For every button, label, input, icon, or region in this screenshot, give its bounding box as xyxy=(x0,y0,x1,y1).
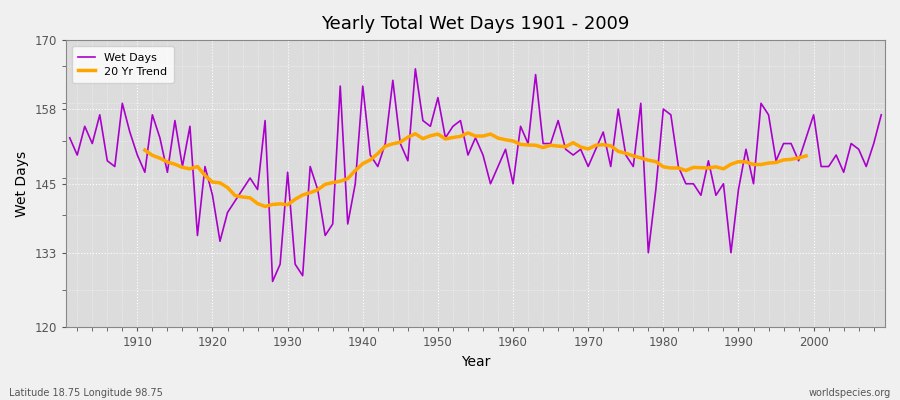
20 Yr Trend xyxy=(402,135,413,140)
20 Yr Trend xyxy=(283,202,293,207)
Wet Days xyxy=(876,112,886,117)
Wet Days xyxy=(515,124,526,129)
Legend: Wet Days, 20 Yr Trend: Wet Days, 20 Yr Trend xyxy=(71,46,174,83)
Wet Days xyxy=(523,141,534,146)
20 Yr Trend xyxy=(140,148,150,152)
Text: Latitude 18.75 Longitude 98.75: Latitude 18.75 Longitude 98.75 xyxy=(9,388,163,398)
Wet Days xyxy=(410,66,421,71)
Wet Days xyxy=(613,107,624,112)
20 Yr Trend xyxy=(260,204,271,209)
X-axis label: Year: Year xyxy=(461,355,491,369)
Line: 20 Yr Trend: 20 Yr Trend xyxy=(145,133,806,206)
Wet Days xyxy=(342,222,353,226)
20 Yr Trend xyxy=(207,180,218,184)
Wet Days xyxy=(267,279,278,284)
20 Yr Trend xyxy=(492,136,503,140)
Wet Days xyxy=(297,273,308,278)
Title: Yearly Total Wet Days 1901 - 2009: Yearly Total Wet Days 1901 - 2009 xyxy=(321,15,630,33)
20 Yr Trend xyxy=(741,160,751,164)
20 Yr Trend xyxy=(463,130,473,135)
20 Yr Trend xyxy=(222,185,233,190)
Y-axis label: Wet Days: Wet Days xyxy=(15,151,29,217)
Wet Days xyxy=(64,135,75,140)
Text: worldspecies.org: worldspecies.org xyxy=(809,388,891,398)
Line: Wet Days: Wet Days xyxy=(69,69,881,282)
Wet Days xyxy=(124,130,135,134)
20 Yr Trend xyxy=(801,154,812,158)
